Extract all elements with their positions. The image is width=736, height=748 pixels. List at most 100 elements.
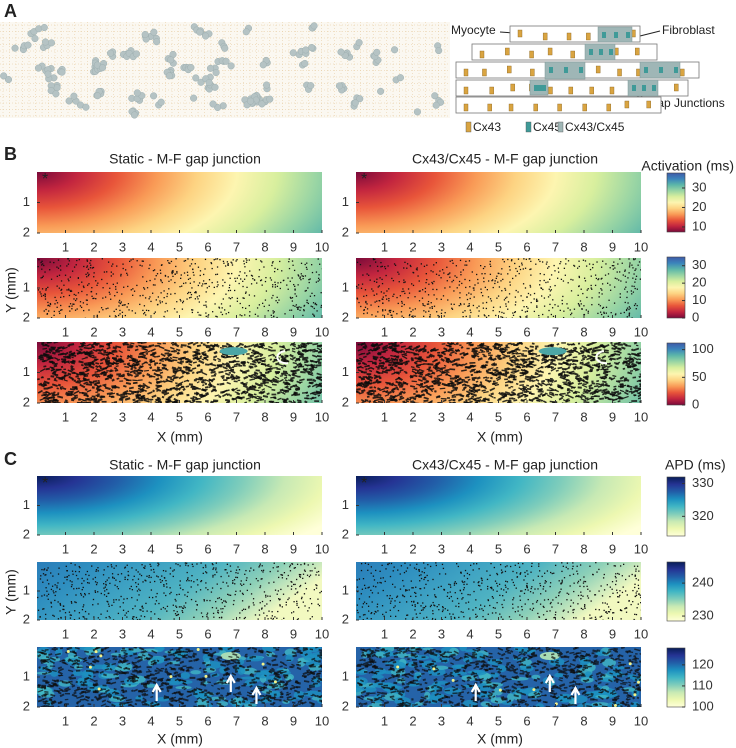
fibroblast-dot	[142, 260, 144, 262]
fibroblast-dot	[194, 263, 196, 265]
fibroblast-dot	[238, 282, 240, 285]
fibroblast-dot	[417, 378, 423, 382]
fibroblast-dot	[102, 287, 104, 289]
fibroblast-dot	[422, 384, 428, 389]
fibroblast-dot	[143, 615, 146, 618]
fibroblast-dot	[536, 358, 540, 362]
fibroblast-dot	[392, 383, 398, 387]
fibroblast-dot	[595, 349, 602, 352]
fibroblast-dot	[507, 258, 509, 261]
x-tick-label: 7	[233, 541, 240, 556]
fibroblast-dot	[260, 608, 263, 610]
fibroblast-dot	[256, 307, 259, 309]
fibroblast-dot	[176, 614, 179, 616]
fibroblast-dot	[472, 388, 477, 392]
fibroblast-dot	[601, 365, 608, 369]
fibroblast-cell	[153, 38, 161, 46]
y-tick-label: 2	[342, 526, 349, 541]
x-axis-label: X (mm)	[157, 731, 203, 747]
fibroblast-dot	[287, 379, 294, 383]
fibroblast-dot	[307, 371, 313, 375]
fibroblast-dot	[573, 308, 576, 310]
fibroblast-dot	[567, 398, 570, 400]
fibroblast-dot	[285, 385, 289, 389]
fibroblast-dot	[59, 602, 61, 605]
fibroblast-dot	[210, 344, 216, 348]
fibroblast-dot	[86, 276, 88, 278]
gap-junction	[566, 32, 572, 41]
fibroblast-dot	[74, 309, 77, 311]
fibroblast-dot	[149, 264, 151, 266]
fibroblast-dot	[507, 376, 511, 379]
fibroblast-dot	[526, 363, 531, 367]
fibroblast-dot	[93, 397, 98, 400]
fibroblast-dot	[318, 279, 321, 281]
fibroblast-dot	[388, 288, 390, 290]
fibroblast-dot	[373, 376, 377, 380]
fibroblast-dot	[468, 260, 471, 262]
fibroblast-dot	[567, 260, 570, 262]
fibroblast-dot	[547, 343, 553, 348]
x-tick-label: 6	[523, 239, 530, 254]
fibroblast-dot	[376, 265, 379, 268]
fibroblast-dot	[284, 313, 286, 315]
fibroblast-dot	[121, 293, 123, 295]
fibroblast-dot	[230, 368, 235, 372]
fibroblast-dot	[605, 312, 607, 314]
fibroblast-dot	[577, 342, 581, 345]
fibroblast-dot	[212, 576, 214, 578]
fibroblast-dot	[210, 368, 216, 372]
fibroblast-dot	[142, 607, 144, 609]
fibroblast-dot	[477, 282, 479, 284]
fibroblast-dot	[419, 373, 424, 376]
fibroblast-dot	[529, 286, 532, 288]
fibroblast-dot	[294, 305, 296, 307]
reentry-loop	[276, 350, 289, 365]
fibroblast-dot	[99, 362, 104, 365]
fibroblast-dot	[434, 348, 439, 352]
fibroblast-dot	[276, 372, 280, 375]
fibroblast-dot	[247, 393, 254, 399]
fibroblast-dot	[50, 278, 53, 280]
fibroblast-dot	[108, 375, 114, 379]
fibroblast-dot	[628, 315, 630, 317]
fibroblast-dot	[600, 359, 607, 363]
fibroblast-dot	[605, 263, 607, 265]
fibroblast-dot	[215, 562, 217, 564]
fibroblast-dot	[267, 348, 273, 352]
fibroblast-dot	[378, 285, 380, 287]
fibroblast-dot	[590, 397, 594, 400]
fibroblast-dot	[95, 280, 97, 282]
fibroblast-dot	[314, 303, 316, 305]
fibroblast-dot	[610, 393, 616, 396]
fibroblast-dot	[231, 264, 234, 266]
fibroblast-dot	[200, 562, 202, 564]
x-tick-label: 9	[290, 409, 297, 424]
fibroblast-dot	[143, 313, 145, 315]
fibroblast-dot	[132, 362, 139, 367]
fibroblast-dot	[266, 392, 270, 396]
fibroblast-dot	[261, 284, 263, 286]
fibroblast-dot	[578, 265, 580, 268]
fibroblast-dot	[613, 362, 618, 365]
fibroblast-dot	[191, 309, 193, 311]
fibroblast-dot	[187, 274, 189, 276]
gap-junction	[674, 83, 679, 92]
fibroblast-dot	[139, 295, 141, 297]
fibroblast-dot	[190, 397, 195, 399]
fibroblast-dot	[309, 570, 311, 572]
fibroblast-dot	[39, 358, 44, 361]
fibroblast-dot	[60, 309, 62, 311]
fibroblast-dot	[175, 265, 177, 268]
fibroblast-dot	[124, 578, 126, 580]
fibroblast-dot	[136, 599, 138, 601]
fibroblast-dot	[534, 364, 537, 367]
fibroblast-dot	[424, 305, 426, 307]
fibroblast-dot	[164, 311, 166, 313]
fibroblast-dot	[55, 368, 62, 372]
fibroblast-dot	[297, 401, 302, 403]
fibroblast-dot	[243, 297, 245, 299]
fibroblast-dot	[508, 265, 511, 268]
fibroblast-dot	[277, 566, 279, 568]
fibroblast-dot	[300, 273, 302, 275]
